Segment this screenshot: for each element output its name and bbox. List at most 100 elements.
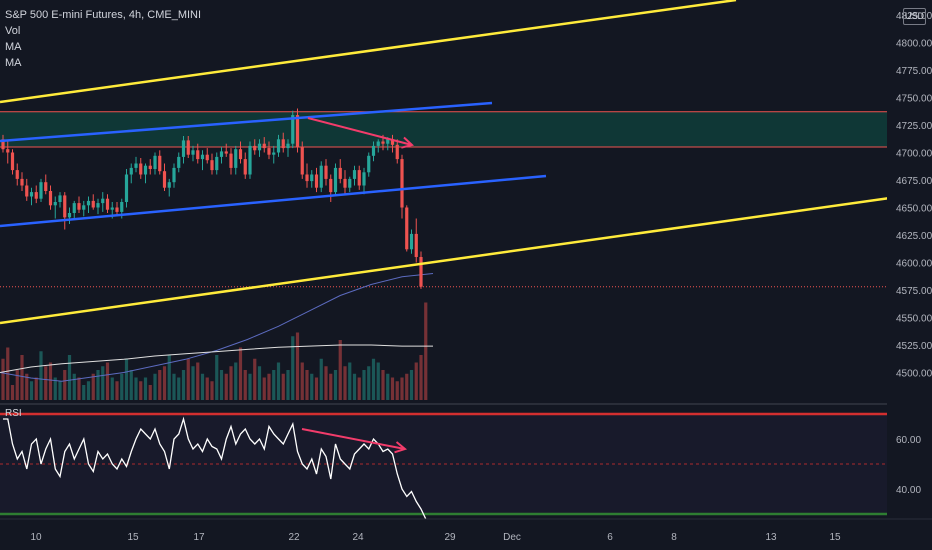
candle-body [129,167,133,175]
legend-ma-2[interactable]: MA [5,57,22,69]
candle [414,218,418,263]
volume-bar [44,366,48,400]
volume-bar [162,366,167,400]
channel-lower-blue [0,174,547,228]
legend-ma-1[interactable]: MA [5,41,22,53]
candle-body [272,152,276,155]
rsi-tick-label: 40.00 [896,485,921,496]
candle [196,143,200,164]
candle [177,152,181,173]
volume-bar [267,373,271,400]
candle-body [139,163,143,175]
price-tick-label: 4700.00 [896,149,932,160]
candle-body [300,147,304,175]
candle [310,170,314,188]
chart-title[interactable]: S&P 500 E-mini Futures, 4h, CME_MINI [5,9,202,21]
candle-body [219,151,224,157]
price-axis-bg [887,0,932,550]
candle [329,174,333,202]
price-tick-label: 4725.00 [896,121,932,132]
candle [53,196,57,219]
currency-badge[interactable]: USD [903,8,926,25]
candle-body [400,159,404,208]
date-tick-label: Dec [503,532,521,543]
volume-bar [291,336,295,400]
price-tick-label: 4750.00 [896,94,932,105]
candle [248,141,252,179]
candle [67,207,72,224]
volume-bar [248,373,252,400]
volume-bar [414,362,418,400]
volume-bar [234,362,238,400]
candle-body [67,213,72,218]
candle [1,134,5,153]
candle-body [405,207,409,250]
candle [357,165,361,190]
candle [186,136,190,158]
candle [234,145,238,175]
volume-bar [395,381,399,400]
volume-bar [295,332,300,400]
candle-body [276,139,281,153]
candle-body [181,140,186,157]
volume-bar [67,355,72,400]
candle [295,108,300,153]
volume-bar [39,351,43,400]
candle-body [72,203,76,213]
candle-body [39,182,43,199]
price-tick-label: 4775.00 [896,66,932,77]
candle-body [20,178,24,186]
candle [143,163,148,184]
candle [286,139,290,157]
date-tick-label: 24 [352,532,364,543]
ma-fast-line [0,344,433,373]
candle [300,141,304,179]
candle [343,170,347,195]
candle-body [186,140,190,155]
candle [362,167,366,195]
candle-body [63,195,67,218]
candle-body [390,139,395,145]
volume-bar [348,362,352,400]
rsi-line [3,416,427,520]
candle [162,163,167,191]
candle-body [257,143,262,151]
volume-bar [177,377,181,400]
candle [39,178,43,202]
candle-body [352,170,357,179]
volume-bar [343,366,347,400]
candle [172,163,176,188]
candle-body [15,170,19,179]
volume-bar [262,377,266,400]
channel-upper-blue [0,101,493,143]
volume-bar [281,373,285,400]
candle-body [362,172,366,186]
divergence-arrow-rsi [301,428,406,450]
legend: S&P 500 E-mini Futures, 4h, CME_MINI Vol… [5,7,201,71]
volume-bar [134,377,138,400]
volume-bar [210,381,214,400]
volume-bar [139,381,143,400]
candle-body [115,207,119,212]
candle [219,147,224,164]
legend-vol[interactable]: Vol [5,25,21,37]
candle-body [371,145,376,156]
candle-body [153,155,157,169]
candle-body [96,203,100,208]
volume-bar [419,355,423,400]
volume-bar [324,366,328,400]
candle-body [234,149,238,168]
volume-bar [129,370,133,400]
candle-body [262,143,266,149]
candle-body [196,150,200,160]
candle-body [376,141,380,146]
candle [395,139,399,164]
price-tick-label: 4600.00 [896,259,932,270]
rsi-label[interactable]: RSI [5,408,22,419]
candle-body [162,171,167,188]
candle-body [1,139,5,150]
candle-body [238,149,243,160]
candle-body [105,198,110,210]
candle-body [101,198,105,204]
